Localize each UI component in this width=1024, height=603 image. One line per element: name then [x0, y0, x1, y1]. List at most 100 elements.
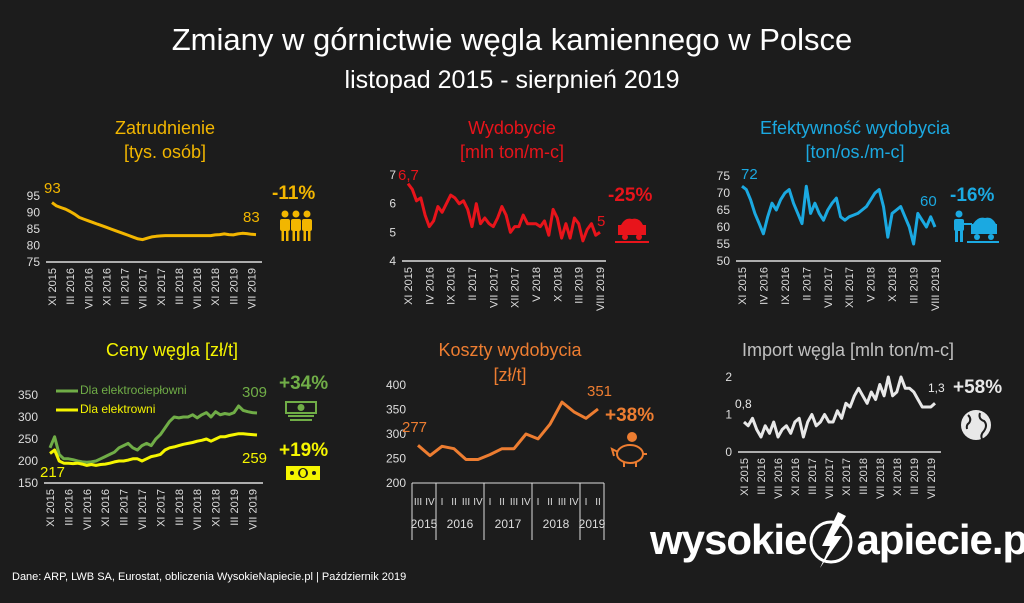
- x-tick-label: VII 2018: [192, 489, 204, 530]
- y-tick-label: 75: [717, 169, 731, 183]
- quarter-label: I: [441, 497, 444, 508]
- y-tick-label: 90: [27, 206, 41, 220]
- x-tick-label: XII 2017: [510, 267, 522, 308]
- mine-cart-icon: [615, 218, 649, 243]
- chart-title-prices: Ceny węgla [zł/t]: [105, 340, 239, 360]
- x-tick-label: VIII 2019: [930, 267, 942, 311]
- y-tick-label: 65: [717, 203, 731, 217]
- y-tick-label: 4: [389, 254, 396, 268]
- logo: wysokie apiecie.pl: [650, 512, 1024, 568]
- quarter-label: II: [595, 497, 601, 508]
- x-tick-label: III 2019: [909, 458, 921, 495]
- x-tick-label: III 2017: [120, 268, 132, 305]
- x-tick-label: IX 2016: [780, 267, 792, 305]
- x-tick-label: III 2016: [65, 268, 77, 305]
- data-label-start: 6,7: [398, 167, 419, 184]
- y-tick-label: 5: [389, 225, 396, 239]
- x-tick-label: X 2018: [552, 267, 564, 302]
- x-tick-label: XI 2016: [100, 489, 112, 527]
- x-tick-label: III 2018: [858, 458, 870, 495]
- page-title: Zmiany w górnictwie węgla kamiennego w P…: [171, 22, 853, 57]
- x-tick-label: III 2018: [174, 268, 186, 305]
- year-label: 2019: [579, 517, 606, 531]
- x-tick-label: IV 2016: [424, 267, 436, 305]
- series-line-0: [417, 400, 599, 461]
- series-line-0: [742, 375, 936, 439]
- y-tick-label: 350: [18, 388, 38, 402]
- x-tick-label: VIII 2019: [595, 267, 607, 311]
- change-badge: -25%: [608, 185, 653, 206]
- year-label: 2017: [495, 517, 522, 531]
- miner-with-cart-icon: [954, 210, 999, 243]
- series-line-1: [49, 432, 258, 467]
- x-tick-label: III 2019: [574, 267, 586, 304]
- y-tick-label: 55: [717, 237, 731, 251]
- x-tick-label: VII 2017: [137, 489, 149, 530]
- quarter-label: III: [510, 497, 518, 508]
- x-tick-label: VII 2016: [773, 458, 785, 499]
- x-tick-label: VII 2017: [824, 458, 836, 499]
- x-tick-label: V 2018: [866, 267, 878, 302]
- y-tick-label: 350: [386, 403, 406, 417]
- quarter-label: III: [558, 497, 566, 508]
- data-label-end: 83: [243, 209, 260, 226]
- x-tick-label: XI 2018: [211, 489, 223, 527]
- data-label-end: 60: [920, 193, 937, 210]
- quarter-label: I: [537, 497, 540, 508]
- x-tick-label: VII 2019: [247, 489, 259, 530]
- logo-text-part1: wysokie: [650, 516, 807, 563]
- data-label-start: 93: [44, 180, 61, 197]
- x-tick-label: III 2017: [119, 489, 131, 526]
- quarter-label: I: [489, 497, 492, 508]
- x-tick-label: XI 2015: [403, 267, 415, 305]
- banknotes-icon: [285, 401, 317, 421]
- data-label-start-power: 217: [40, 464, 66, 481]
- x-tick-label: XI 2017: [841, 458, 853, 496]
- y-tick-label: 2: [725, 370, 732, 384]
- data-label-end: 5: [597, 213, 606, 230]
- x-tick-label: V 2018: [531, 267, 543, 302]
- chart-title-output: Wydobycie: [468, 118, 556, 138]
- x-tick-label: IV 2016: [758, 267, 770, 305]
- globe-icon: [961, 410, 991, 440]
- chart-unit-costs: [zł/t]: [493, 365, 527, 385]
- legend-item-power: Dla elektrowni: [80, 402, 156, 416]
- year-label: 2015: [411, 517, 438, 531]
- quarter-label: III: [462, 497, 470, 508]
- x-tick-label: VII 2017: [488, 267, 500, 308]
- y-tick-label: 400: [386, 378, 406, 392]
- x-tick-label: III 2019: [909, 267, 921, 304]
- year-label: 2016: [447, 517, 474, 531]
- x-tick-label: II 2017: [467, 267, 479, 301]
- x-tick-label: III 2016: [63, 489, 75, 526]
- x-tick-label: XII 2017: [844, 267, 856, 308]
- x-tick-label: VII 2018: [875, 458, 887, 499]
- x-tick-label: XI 2018: [210, 268, 222, 306]
- x-tick-label: XI 2015: [47, 268, 59, 306]
- chart-title-costs: Koszty wydobycia: [438, 340, 582, 360]
- change-badge: -11%: [272, 183, 316, 204]
- quarter-label: II: [451, 497, 457, 508]
- y-tick-label: 80: [27, 239, 41, 253]
- y-tick-label: 95: [27, 189, 41, 203]
- source-note: Dane: ARP, LWB SA, Eurostat, obliczenia …: [12, 571, 407, 583]
- x-tick-label: IX 2016: [446, 267, 458, 305]
- data-label-end: 1,3: [928, 381, 945, 395]
- x-tick-label: VII 2017: [138, 268, 150, 309]
- x-tick-label: VII 2016: [82, 489, 94, 530]
- logo-text-part2: apiecie.pl: [856, 516, 1024, 563]
- chart-unit-employment: [tys. osób]: [123, 142, 207, 162]
- quarter-label: II: [499, 497, 505, 508]
- x-tick-label: III 2019: [229, 489, 241, 526]
- y-tick-label: 200: [18, 454, 38, 468]
- y-tick-label: 60: [717, 220, 731, 234]
- chart-title-employment: Zatrudnienie: [114, 118, 216, 138]
- x-tick-label: XI 2015: [737, 267, 749, 305]
- x-tick-label: X 2018: [887, 267, 899, 302]
- x-tick-label: III 2018: [174, 489, 186, 526]
- y-tick-label: 150: [18, 476, 38, 490]
- change-badge: -16%: [950, 185, 995, 206]
- chart-unit-efficiency: [ton/os./m-c]: [805, 142, 905, 162]
- change-badge: +58%: [953, 377, 1003, 398]
